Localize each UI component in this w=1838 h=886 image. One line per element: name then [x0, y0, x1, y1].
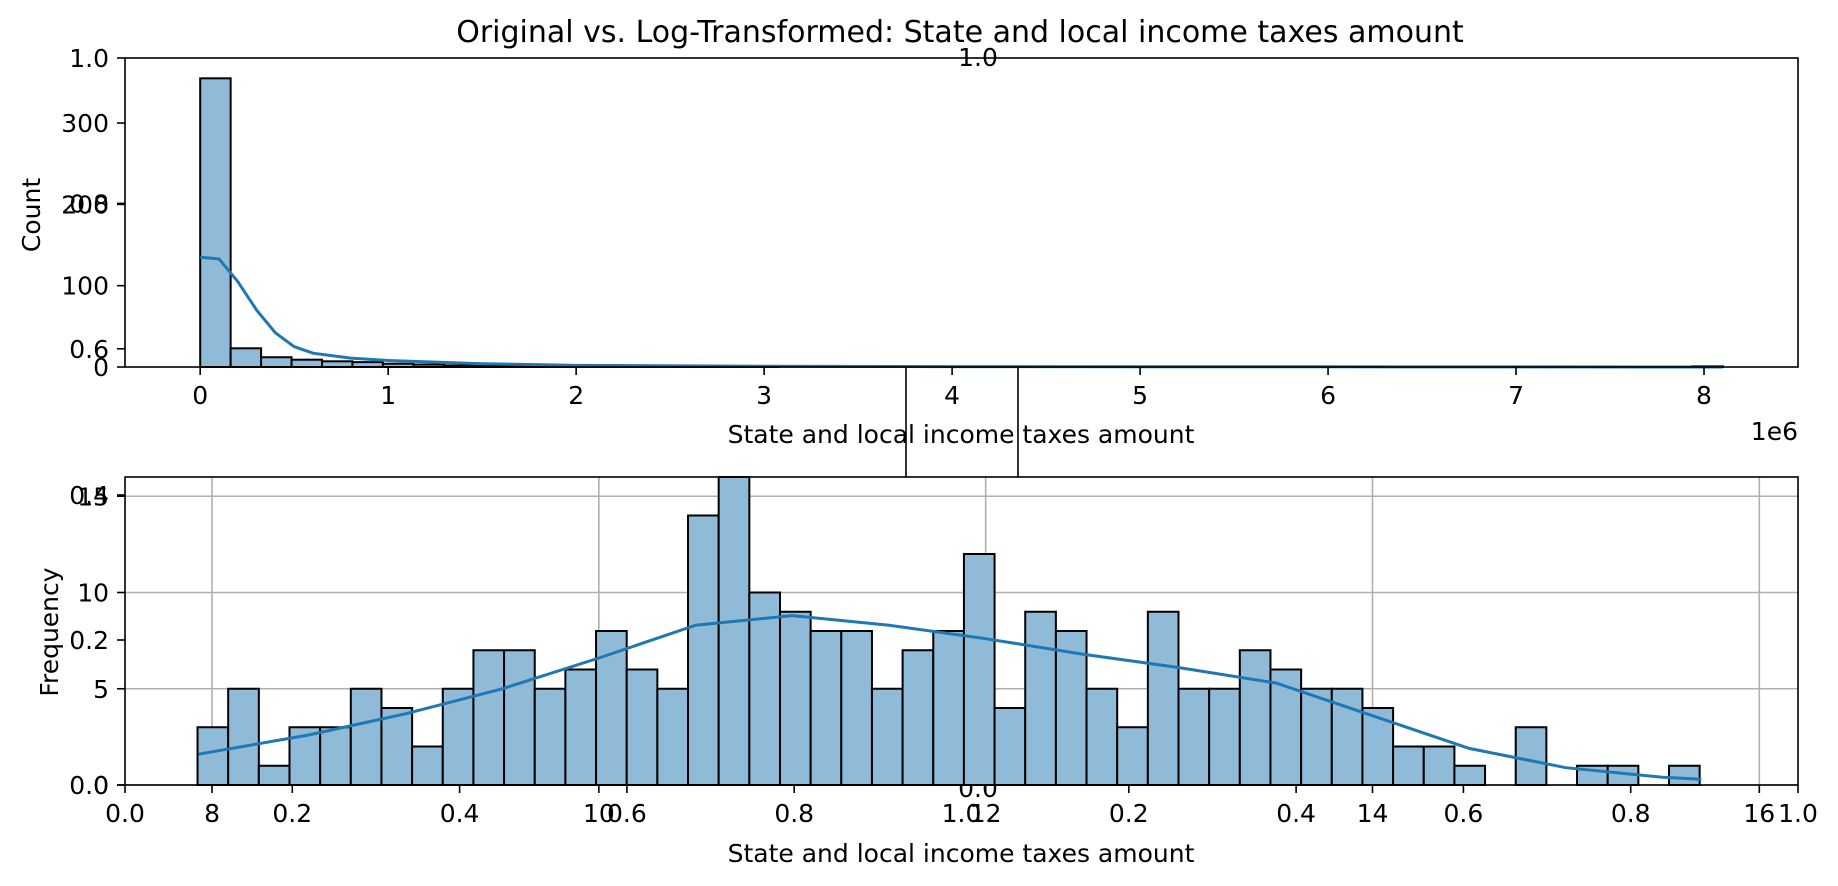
overlay-bottom-tick-label: 0.2 [1109, 799, 1149, 828]
bottom-histogram-bar [1392, 745, 1425, 786]
top-y-tick-label: 300 [61, 109, 109, 138]
top-histogram-bar [229, 347, 263, 368]
overlay-bottom-left-tick-label: 0.2 [69, 626, 109, 655]
bottom-histogram-bar [778, 610, 812, 786]
top-x-axis-label: State and local income taxes amount [728, 420, 1195, 449]
bottom-histogram-bar [1238, 649, 1272, 786]
bottom-histogram-bar [1453, 764, 1487, 786]
top-x-tick-label: 8 [1696, 381, 1712, 410]
bottom-histogram-bar [1116, 726, 1149, 786]
overlay-left-tick-label: 1.0 [69, 44, 109, 73]
top-histogram-bar [321, 360, 354, 368]
bottom-x-tick-label: 16 [1743, 799, 1775, 828]
bottom-histogram-bar [564, 668, 598, 786]
bottom-kde-line [198, 614, 1702, 781]
bottom-histogram-bar [717, 476, 751, 786]
top-x-tick-label: 0 [192, 381, 208, 410]
bottom-histogram-bar [656, 687, 690, 786]
top-y-tick-label: 200 [61, 190, 109, 219]
bottom-histogram-bar [1300, 687, 1333, 786]
bottom-histogram-bar [503, 649, 536, 786]
overlay-left-tick-label: 0.6 [69, 335, 109, 364]
bottom-histogram-bar [1667, 764, 1701, 786]
bottom-histogram-bar [411, 745, 444, 786]
bottom-x-axis-label: State and local income taxes amount [728, 839, 1195, 868]
bottom-histogram-bar [472, 649, 506, 786]
bottom-histogram-bar [1085, 687, 1119, 786]
top-x-tick-label: 4 [944, 381, 960, 410]
bottom-histogram-bar [687, 514, 720, 786]
top-x-tick-label: 6 [1320, 381, 1336, 410]
bottom-histogram-bar [993, 707, 1027, 786]
bottom-histogram-bar [809, 630, 843, 786]
top-histogram-bar [290, 358, 324, 369]
bottom-histogram-bar [1422, 745, 1456, 786]
bottom-x-tick-label: 12 [970, 799, 1002, 828]
bottom-histogram-bar [1054, 630, 1088, 786]
top-y-tick-label: 100 [61, 272, 109, 301]
bottom-x-tick-label: 10 [583, 799, 615, 828]
overlay-bottom-tick-label: 0.8 [1611, 799, 1651, 828]
bottom-y-tick-label: 10 [77, 579, 109, 608]
bottom-histogram-bar [227, 687, 260, 786]
bottom-histogram-bar [870, 687, 904, 786]
top-x-tick-label: 3 [756, 381, 772, 410]
overlay-bottom-tick-label: 1.0 [1778, 799, 1818, 828]
top-histogram-panel: 0 1 2 3 4 5 6 7 8 0 100 200 300 State and local inc… [17, 57, 1799, 449]
bottom-y-tick-label: 15 [77, 482, 109, 511]
top-x-tick-label: 2 [568, 381, 584, 410]
bottom-axes-frame [124, 476, 1799, 786]
overlay-bottom-tick-label: 0.2 [272, 799, 312, 828]
bottom-histogram-bar [196, 726, 230, 786]
top-kde-line [200, 255, 1723, 369]
top-x-tick-label: 7 [1508, 381, 1524, 410]
top-x-tick-label: 1 [380, 381, 396, 410]
bottom-x-tick-label: 8 [204, 799, 220, 828]
overlay-bottom-left-tick-label: 0.0 [69, 771, 109, 800]
bottom-histogram-bar [962, 553, 996, 786]
bottom-histogram-bar [932, 630, 965, 786]
overlay-axes: 1.0 0.6 0.8 1.0 0.0 0.2 0.4 0.6 0.8 1.0 0.2 0.4 0.… [69, 43, 1818, 828]
bottom-histogram-bar [319, 726, 352, 786]
bottom-histogram-bar [840, 630, 873, 786]
bottom-histogram-bar [1177, 687, 1211, 786]
bottom-y-axis-label: Frequency [35, 567, 64, 696]
bottom-histogram-bar [349, 687, 383, 786]
top-histogram-bar [260, 356, 293, 368]
top-x-tick-label: 5 [1132, 381, 1148, 410]
overlay-top-tick-label: 1.0 [958, 43, 998, 72]
overlay-bottom-tick-label: 1.0 [942, 799, 982, 828]
bottom-histogram-bar [748, 591, 781, 786]
overlay-bottom-left-tick-label: 0.4 [69, 481, 109, 510]
bottom-histogram-bar [1208, 687, 1241, 786]
overlay-bottom-tick-label: 0.6 [607, 799, 647, 828]
overlay-bottom-tick-label: 0.4 [440, 799, 480, 828]
overlay-bottom-tick-label: 0.4 [1276, 799, 1316, 828]
top-axes-frame [124, 57, 1799, 368]
bottom-x-tick-label: 14 [1357, 799, 1389, 828]
top-y-axis-label: Count [17, 178, 46, 252]
bottom-y-tick-label: 5 [93, 675, 109, 704]
bottom-histogram-bar [380, 707, 414, 786]
bottom-histogram-bar [257, 764, 291, 786]
overlay-bottom-tick-label: 0.6 [1444, 799, 1484, 828]
top-histogram-bar [199, 77, 232, 368]
top-x-offset-label: 1e6 [1751, 417, 1798, 446]
figure-title: Original vs. Log-Transformed: State and … [456, 15, 1464, 50]
overlay-left-tick-label: 0.8 [69, 189, 109, 218]
overlay-bottom-tick-label: 0.8 [774, 799, 814, 828]
overlay-bottom-tick-label: 0.0 [105, 799, 145, 828]
bottom-histogram-bar [1024, 610, 1057, 786]
bottom-histogram-bar [1514, 726, 1548, 786]
top-y-tick-label: 0 [93, 353, 109, 382]
bottom-histogram-bar [901, 649, 935, 786]
bottom-histogram-bar [625, 668, 659, 786]
bottom-histogram-bar [1146, 610, 1180, 786]
bottom-histogram-panel: 8 10 12 14 16 0 5 10 15 State and local income … [35, 476, 1799, 868]
bottom-y-tick-label: 0 [93, 771, 109, 800]
bottom-histogram-bar [533, 687, 567, 786]
